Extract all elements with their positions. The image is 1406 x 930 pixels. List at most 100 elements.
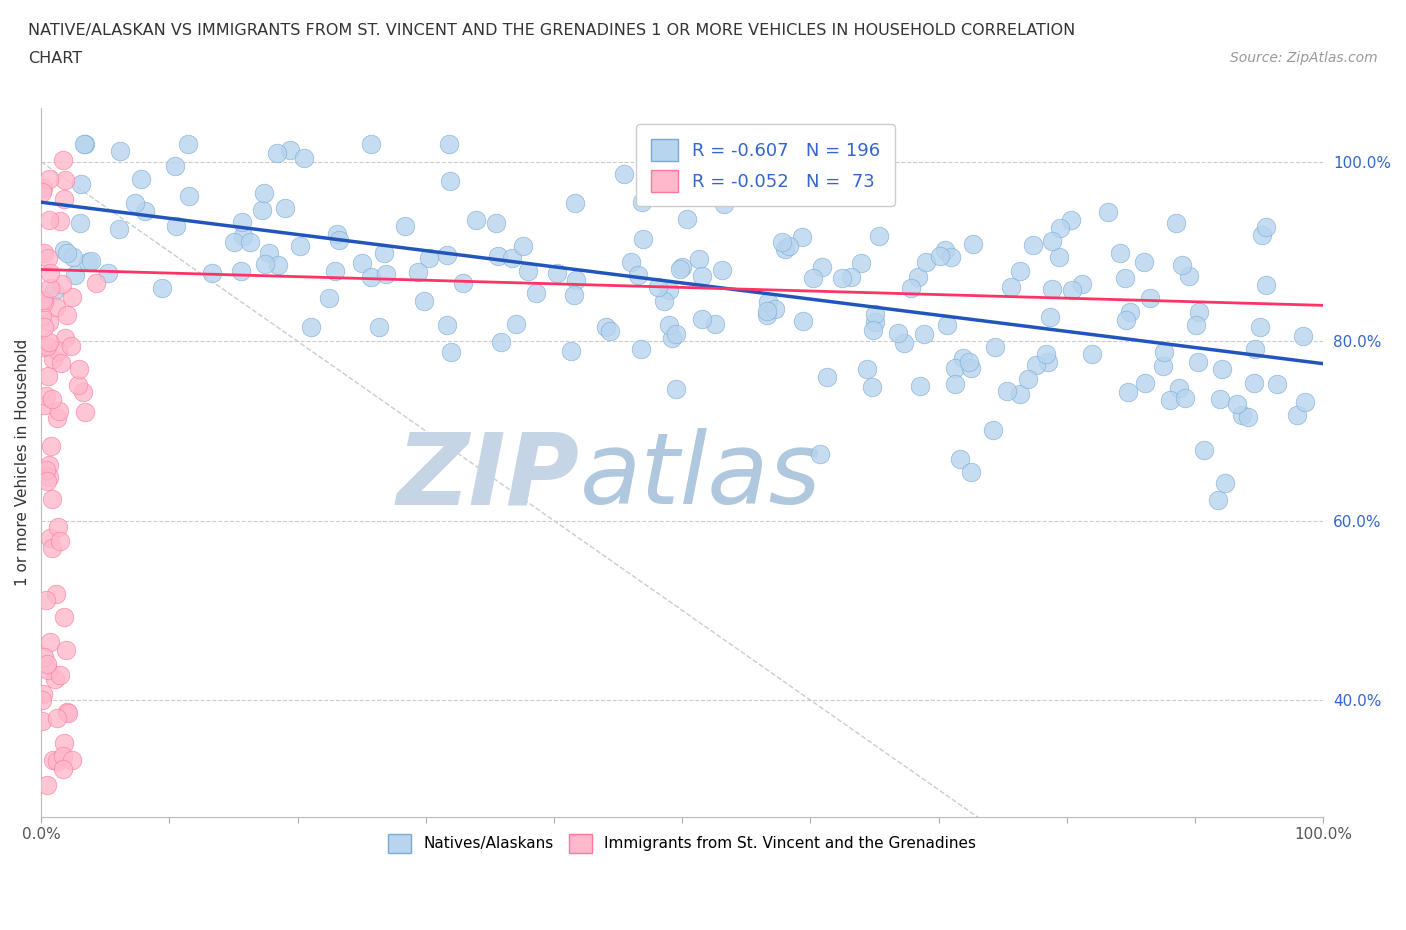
Point [440, 344, 463, 359]
Point [900, 281, 922, 296]
Point [770, 234, 793, 249]
Point [32, 398, 55, 413]
Point [1049, 220, 1071, 235]
Point [1139, 291, 1161, 306]
Point [562, 287, 585, 302]
Point [688, 251, 710, 266]
Point [949, 452, 972, 467]
Point [863, 307, 886, 322]
Point [1040, 281, 1063, 296]
Point [49, 356, 72, 371]
Point [669, 261, 692, 276]
Point [565, 273, 588, 288]
Point [323, 263, 346, 278]
Point [1109, 246, 1132, 260]
Point [53, 243, 76, 258]
Point [32, 686, 55, 701]
Point [368, 320, 391, 335]
Point [451, 275, 474, 290]
Point [52, 762, 75, 777]
Point [941, 250, 963, 265]
Point [373, 246, 395, 260]
Point [326, 227, 349, 242]
Point [31, 185, 53, 200]
Point [1133, 376, 1156, 391]
Point [1047, 249, 1070, 264]
Point [360, 270, 382, 285]
Point [995, 384, 1018, 399]
Point [1192, 443, 1215, 458]
Point [32, 292, 55, 307]
Point [32, 180, 55, 195]
Point [53, 331, 76, 346]
Point [1187, 354, 1209, 369]
Point [229, 264, 252, 279]
Point [375, 267, 398, 282]
Point [1178, 269, 1201, 284]
Text: ZIP: ZIP [396, 428, 579, 525]
Point [52, 153, 75, 168]
Point [1244, 341, 1267, 356]
Point [253, 257, 276, 272]
Text: atlas: atlas [579, 428, 821, 525]
Point [35, 473, 58, 488]
Point [60, 339, 83, 353]
Point [38, 458, 60, 472]
Point [665, 327, 688, 342]
Point [839, 270, 862, 285]
Point [75, 405, 97, 419]
Point [66, 378, 89, 392]
Point [32, 649, 55, 664]
Point [232, 229, 254, 244]
Point [84, 275, 107, 290]
Point [231, 215, 253, 230]
Point [46, 711, 69, 725]
Point [222, 234, 245, 249]
Point [512, 239, 534, 254]
Point [44, 586, 66, 601]
Point [70, 176, 93, 191]
Point [124, 195, 146, 210]
Point [318, 290, 340, 305]
Point [163, 158, 186, 173]
Point [934, 243, 956, 258]
Text: Source: ZipAtlas.com: Source: ZipAtlas.com [1230, 51, 1378, 65]
Point [49, 668, 72, 683]
Point [1036, 354, 1059, 369]
Point [1243, 376, 1265, 391]
Point [34, 463, 56, 478]
Point [943, 377, 966, 392]
Point [1022, 237, 1045, 252]
Point [1188, 305, 1211, 320]
Point [756, 294, 779, 309]
Point [1000, 280, 1022, 295]
Point [55, 246, 77, 260]
Point [42, 352, 65, 366]
Point [665, 381, 688, 396]
Point [486, 248, 509, 263]
Point [831, 271, 853, 286]
Point [38, 171, 60, 186]
Point [42, 284, 65, 299]
Point [1008, 386, 1031, 401]
Point [893, 336, 915, 351]
Point [915, 254, 938, 269]
Point [1159, 393, 1181, 408]
Point [38, 335, 60, 350]
Point [31, 340, 53, 355]
Point [690, 269, 713, 284]
Point [860, 379, 883, 394]
Text: NATIVE/ALASKAN VS IMMIGRANTS FROM ST. VINCENT AND THE GRENADINES 1 OR MORE VEHIC: NATIVE/ALASKAN VS IMMIGRANTS FROM ST. VI… [28, 23, 1076, 38]
Point [1115, 312, 1137, 327]
Point [1254, 219, 1277, 234]
Point [501, 250, 523, 265]
Point [862, 323, 884, 338]
Point [37, 339, 59, 353]
Point [1133, 255, 1156, 270]
Point [60, 289, 83, 304]
Point [38, 314, 60, 329]
Point [907, 270, 929, 285]
Point [38, 281, 60, 296]
Point [1097, 205, 1119, 219]
Point [177, 189, 200, 204]
